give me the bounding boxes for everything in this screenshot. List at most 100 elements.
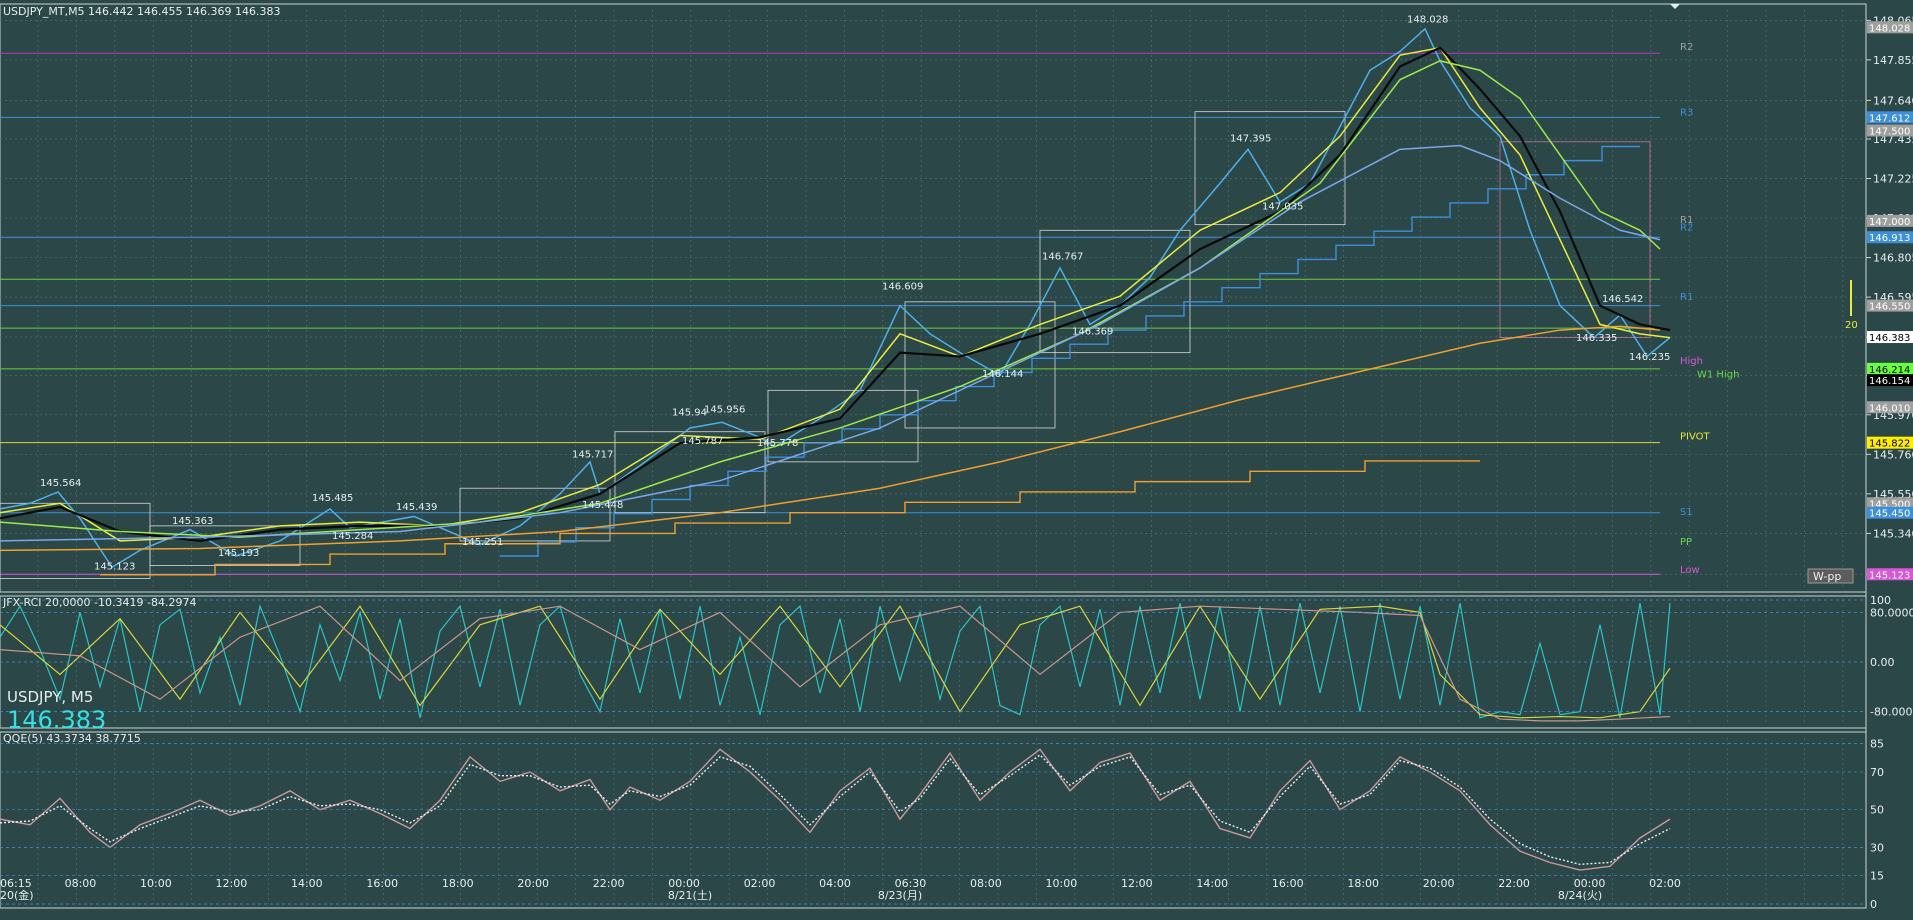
qqe-tick-label: 85: [1870, 738, 1884, 751]
price-annotation: 145.448: [582, 500, 623, 511]
session-box: [1039, 229, 1191, 354]
price-annotation: 145.564: [40, 478, 81, 489]
price-tag: [1867, 362, 1913, 375]
price-tag: [1867, 231, 1913, 244]
session-box: [614, 431, 766, 514]
price-tag: [1867, 21, 1913, 34]
x-tick-label: 04:00: [819, 877, 851, 890]
qqe-tick-label: 0: [1870, 898, 1877, 911]
price-tag-label: 145.123: [1869, 570, 1910, 581]
price-tag: [1867, 124, 1913, 137]
price-annotation: 147.035: [1262, 201, 1303, 212]
w-pp-badge[interactable]: [1807, 568, 1854, 584]
price-annotation: 147.395: [1230, 133, 1271, 144]
price-annotation: 148.028: [1407, 14, 1448, 25]
rci-series-rci-slow: [0, 605, 1671, 722]
price-annotation: 145.485: [312, 493, 353, 504]
x-date-label: 8/23(月): [878, 889, 922, 902]
pivot-label: R1: [1680, 292, 1693, 303]
x-date-label: 8/24(火): [1558, 889, 1602, 902]
x-tick-label: 10:00: [140, 877, 172, 890]
rci-tick-label: 100: [1870, 594, 1891, 607]
qqe-tick-label: 50: [1870, 804, 1884, 817]
pivot-label: High: [1680, 356, 1703, 367]
x-date-label: 8/21(土): [668, 889, 712, 902]
x-tick-label: 16:00: [1272, 877, 1304, 890]
qqe-tick-label: 70: [1870, 766, 1884, 779]
price-annotation: 145.94: [672, 407, 707, 418]
session-box: [1194, 111, 1346, 226]
horizontal-levels: [0, 52, 1660, 575]
price-tag: [1867, 506, 1913, 519]
x-tick-label: 08:00: [970, 877, 1002, 890]
price-tag: [1867, 568, 1913, 581]
volume-marker-label: 20: [1845, 320, 1858, 331]
price-tag-label: 145.450: [1869, 509, 1910, 520]
w-pp-label: W-pp: [1813, 570, 1841, 583]
qqe-series-qqe-signal: [0, 754, 1671, 866]
x-tick-label: 06:30: [895, 877, 927, 890]
price-annotation: 146.767: [1042, 252, 1083, 263]
x-tick-label: 00:00: [1574, 877, 1606, 890]
x-tick-label: 22:00: [593, 877, 625, 890]
x-tick-label: 20(金): [0, 888, 34, 902]
pivot-label: R1: [1680, 215, 1693, 226]
price-annotation: 145.787: [682, 436, 723, 447]
price-annotation: 146.335: [1576, 333, 1617, 344]
rci-series-group: [0, 602, 1671, 722]
price-tag-label: 147.612: [1869, 113, 1910, 124]
session-box: [904, 301, 1056, 429]
price-annotation: 145.956: [704, 404, 745, 415]
qqe-tick-label: 15: [1870, 870, 1884, 883]
price-tag: [1867, 374, 1913, 387]
pivot-label: PP: [1680, 537, 1692, 548]
price-annotation: 145.284: [332, 531, 373, 542]
y-tick-label: 147.640: [1873, 94, 1913, 107]
price-tag-label: 145.500: [1869, 499, 1910, 510]
x-tick-label: 18:00: [442, 877, 474, 890]
price-annotation: 146.144: [982, 369, 1023, 380]
price-tag: [1867, 214, 1913, 227]
price-tag: [1867, 497, 1913, 510]
price-tag-label: 145.822: [1869, 439, 1910, 450]
x-tick-label: 14:00: [1196, 877, 1228, 890]
price-annotation: 145.717: [572, 449, 613, 460]
x-tick-label: 02:00: [1649, 877, 1681, 890]
price-tags: 148.028 147.612 147.500 147.000 146.913 146.5…: [1867, 21, 1913, 581]
y-tick-label: 146.805: [1873, 252, 1913, 265]
x-tick-label: 12:00: [216, 877, 248, 890]
session-boxes: [0, 111, 1651, 579]
price-tag-label: 146.550: [1869, 302, 1910, 313]
symbol-caption: USDJPY, M5: [7, 688, 93, 706]
y-tick-label: 145.340: [1873, 527, 1913, 540]
qqe-tick-label: 30: [1870, 841, 1884, 854]
pivot-label: Low: [1680, 565, 1700, 576]
x-tick-label: 10:00: [1046, 877, 1078, 890]
x-tick-label: 16:00: [366, 877, 398, 890]
series-ma-black: [0, 46, 1671, 543]
rci-tick-label: -80.0000: [1870, 706, 1913, 719]
price-annotation: 145.778: [757, 438, 798, 449]
rci-series-rci-mid: [0, 605, 1671, 719]
rci-title: JFX-RCI 20,0000 -10.3419 -84.2974: [2, 596, 196, 609]
price-annotation: 146.609: [882, 281, 923, 292]
x-tick-label: 18:00: [1347, 877, 1379, 890]
price-annotation: 146.542: [1602, 294, 1643, 305]
step-lines: [100, 145, 1640, 576]
qqe-title: QQE(5) 43.3734 38.7715: [3, 732, 141, 745]
qqe-series-group: [0, 748, 1671, 871]
x-tick-label: 12:00: [1121, 877, 1153, 890]
x-tick-label: 20:00: [517, 877, 549, 890]
scroll-marker-icon[interactable]: [1670, 4, 1680, 9]
session-box: [459, 487, 611, 542]
rci-tick-label: 80.0000: [1870, 606, 1913, 619]
x-tick-label: 02:00: [744, 877, 776, 890]
price-annotation: 145.193: [218, 548, 259, 559]
price-tag: [1867, 436, 1913, 449]
pivot-label: R2: [1680, 223, 1693, 234]
price-tag: [1867, 331, 1913, 344]
